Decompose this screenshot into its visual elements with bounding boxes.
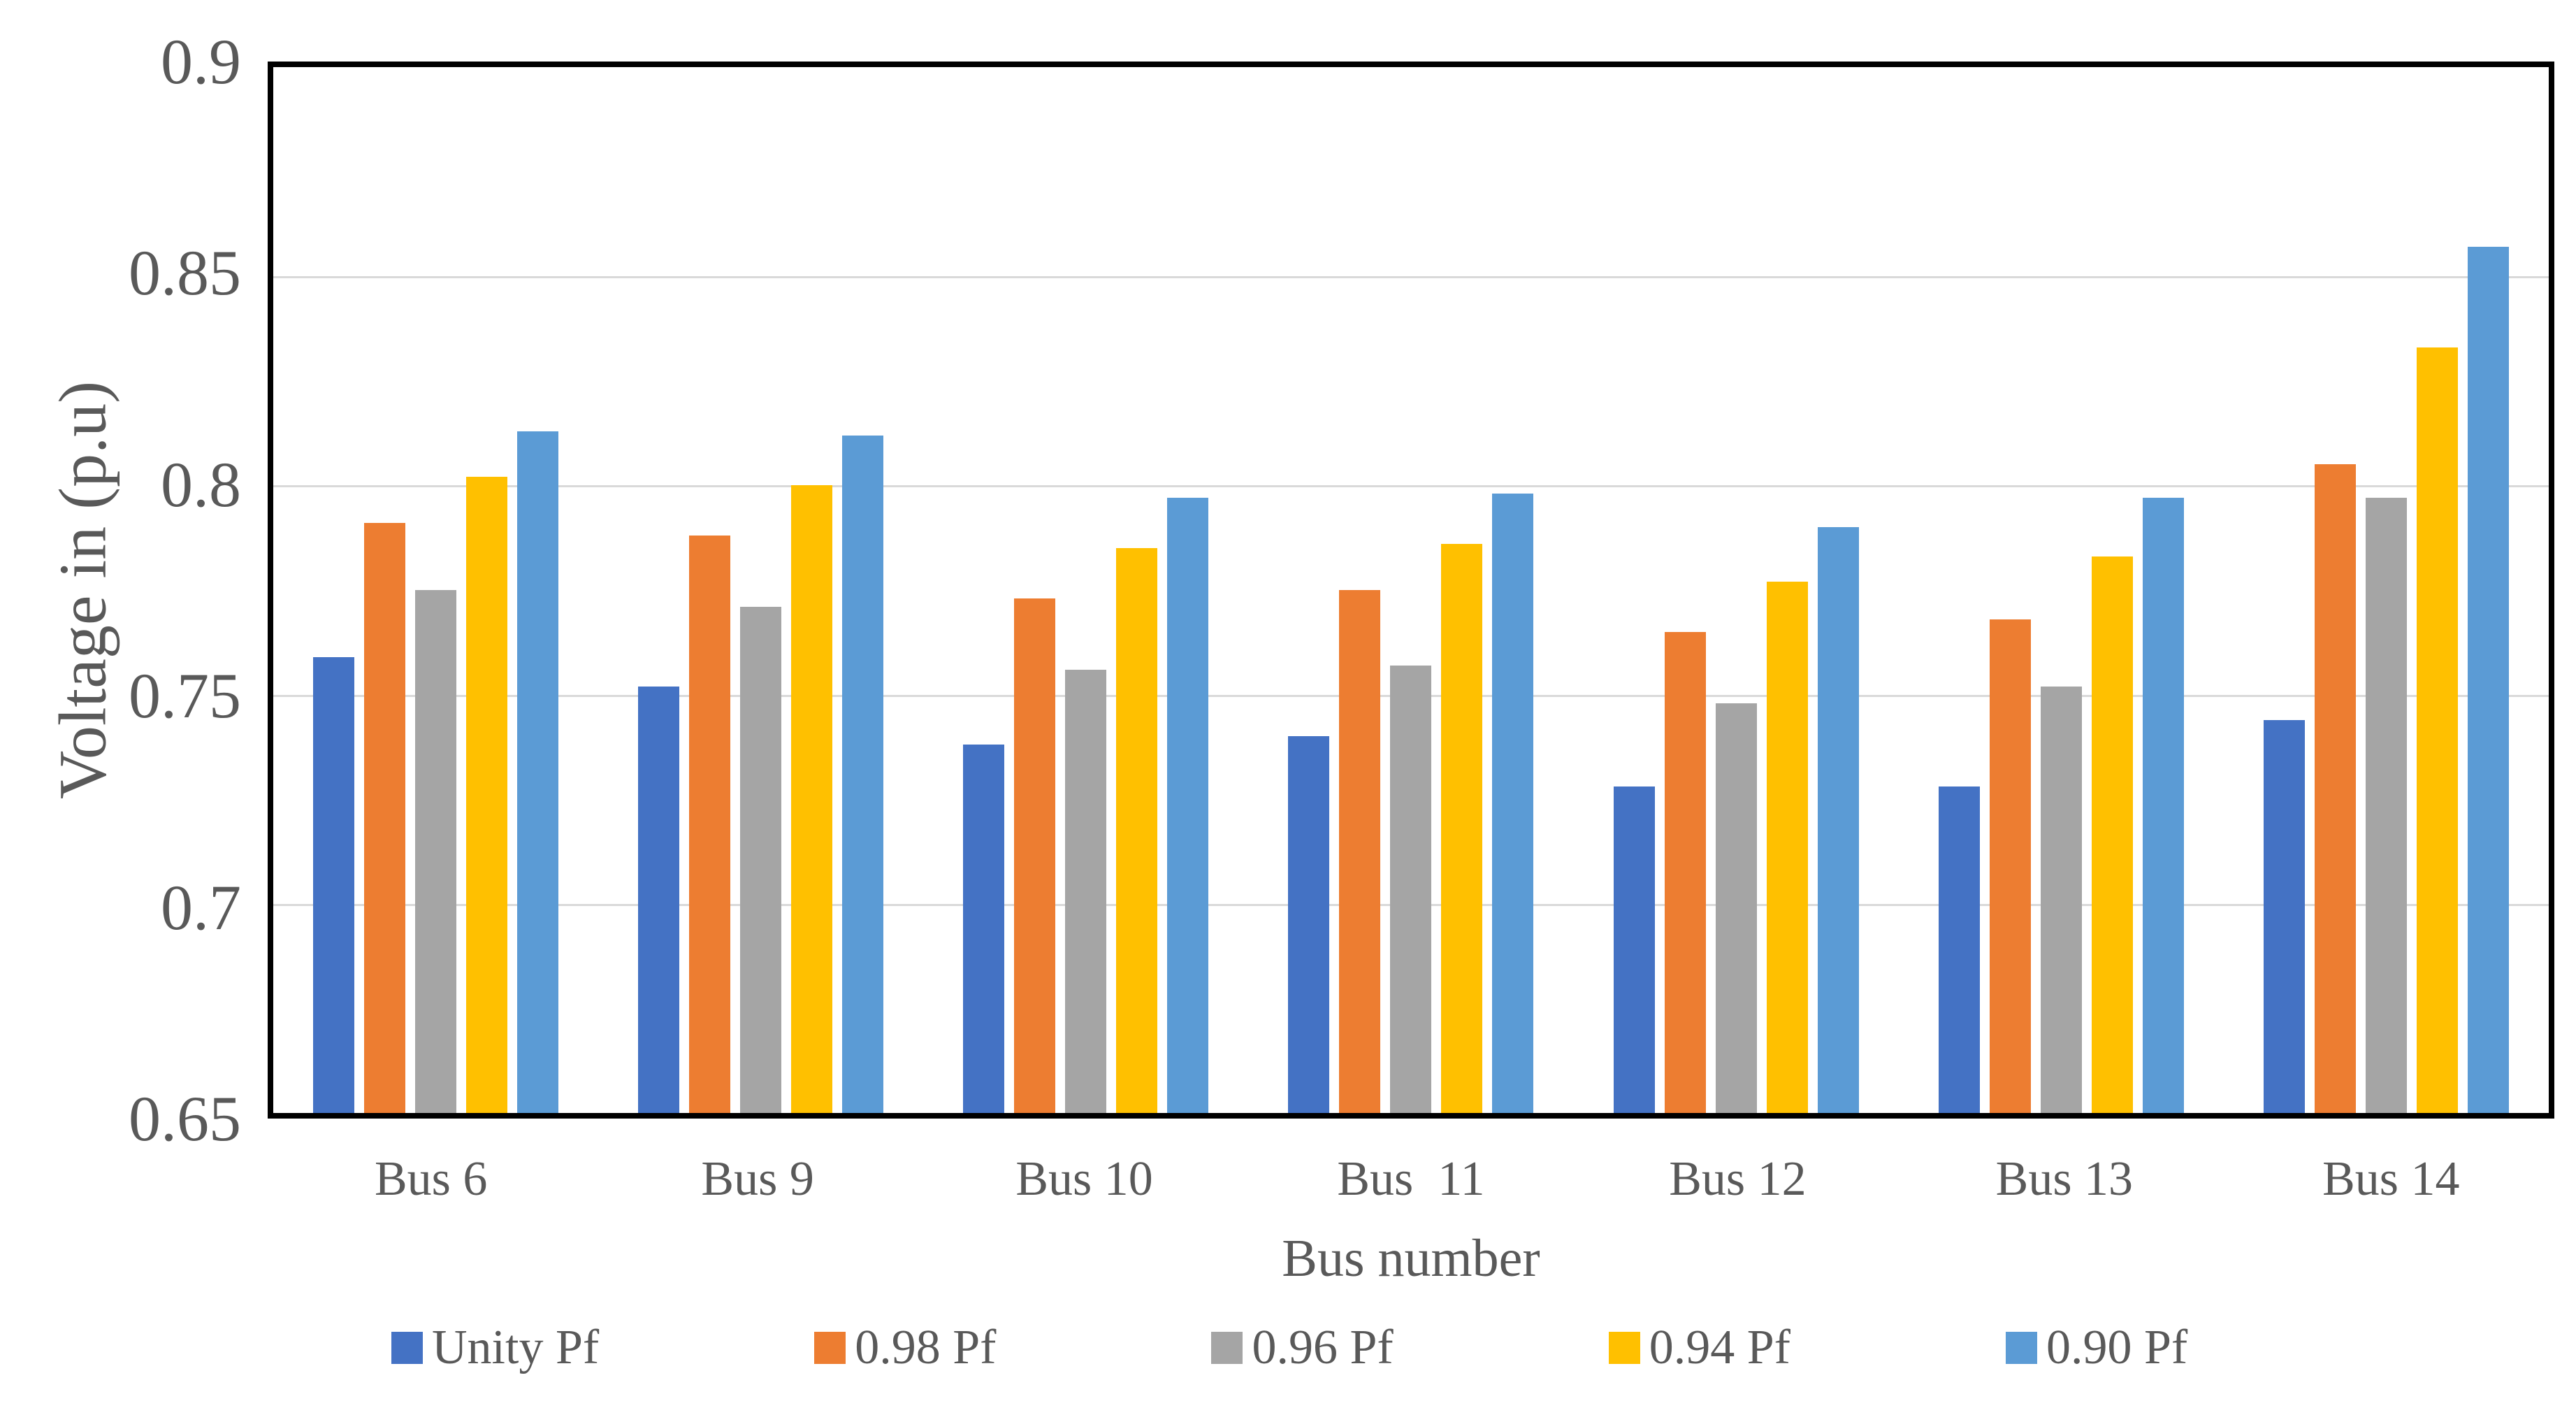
legend-label: Unity Pf [432,1321,600,1374]
bar [2091,556,2133,1113]
bar [1664,631,1706,1113]
y-tick-label: 0.9 [161,26,241,97]
bar [1613,786,1655,1113]
bar [1715,703,1757,1113]
x-axis-title: Bus number [1282,1229,1540,1288]
legend-item: Unity Pf [391,1323,599,1372]
legend-label: 0.96 Pf [1252,1321,1394,1374]
bar [740,606,782,1113]
bar [2263,719,2305,1113]
bar [466,477,508,1113]
legend-label: 0.94 Pf [1649,1321,1790,1374]
bar [1014,598,1056,1113]
bar [963,745,1005,1113]
bar [842,435,884,1113]
legend: Unity Pf 0.98 Pf 0.96 Pf 0.94 Pf 0.90 Pf [391,1323,2187,1372]
bar [1766,582,1808,1113]
plot-area [268,62,2554,1119]
legend-swatch [814,1332,846,1364]
legend-swatch [391,1332,423,1364]
bar-group [1574,67,1899,1113]
legend-item: 0.90 Pf [2005,1321,2188,1374]
bar [1167,498,1209,1113]
gridline [273,276,2549,279]
bar [1065,669,1107,1113]
bar [2416,347,2458,1113]
legend-item: 0.96 Pf [1211,1321,1394,1374]
bar [2142,498,2184,1113]
bar [1492,494,1534,1113]
x-tick-label: Bus 14 [2322,1152,2460,1206]
bar-group [923,67,1248,1113]
x-tick-label: Bus 11 [1337,1152,1485,1206]
bar [364,523,406,1113]
y-tick-label: 0.7 [161,871,241,943]
bar [415,590,457,1113]
legend-swatch [1608,1332,1640,1364]
legend-item: 0.94 Pf [1608,1321,1790,1374]
bar [1116,548,1158,1113]
x-tick-label: Bus 6 [374,1152,488,1206]
bar [638,686,680,1113]
bar [1938,786,1980,1113]
legend-item: 0.98 Pf [814,1323,996,1372]
bar [1441,544,1483,1113]
bar-groups [273,67,2549,1113]
legend-swatch [1211,1332,1243,1364]
bar-group [598,67,923,1113]
bar [2314,464,2356,1113]
legend-label: 0.90 Pf [2046,1321,2188,1374]
bar [689,536,731,1113]
bar [313,656,355,1113]
bar [2365,498,2407,1113]
bar [2467,247,2509,1113]
bar [517,431,559,1113]
x-tick-label: Bus 12 [1669,1152,1807,1206]
x-tick-label: Bus 13 [1995,1152,2134,1206]
y-tick-label: 0.65 [129,1083,241,1154]
bar [1339,590,1381,1113]
bar-group [273,67,598,1113]
y-axis-title: Voltage in (p.u) [45,380,120,800]
y-tick-label: 0.85 [129,237,241,309]
y-tick-label: 0.8 [161,448,241,520]
bar [1817,527,1859,1113]
x-tick-label: Bus 10 [1015,1152,1153,1206]
legend-swatch [2005,1332,2037,1364]
bar-group [1248,67,1573,1113]
bar [2040,686,2082,1113]
x-tick-label: Bus 9 [701,1152,814,1206]
bar [1288,736,1330,1113]
legend-label: 0.98 Pf [855,1321,997,1374]
bar-group [2224,67,2549,1113]
y-tick-label: 0.75 [129,660,241,732]
bar [1989,619,2031,1113]
bar-group [1899,67,2224,1113]
bar [791,485,833,1113]
bar [1390,665,1432,1113]
gridline [273,485,2549,488]
